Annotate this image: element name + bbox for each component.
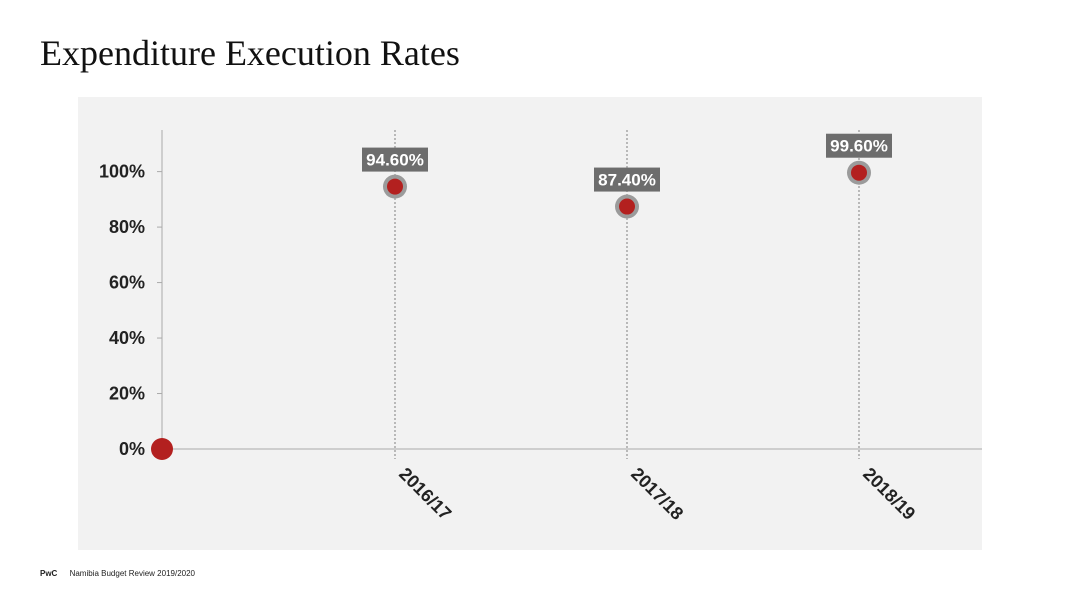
data-label: 87.40% — [598, 171, 656, 190]
data-point — [151, 438, 173, 460]
data-label-box — [826, 133, 892, 158]
y-tick-label: 60% — [109, 273, 145, 293]
data-label: 99.60% — [830, 137, 888, 156]
x-tick-label: 2016/17 — [395, 464, 455, 524]
footer-brand: PwC — [40, 569, 58, 578]
data-label: 94.60% — [366, 151, 424, 170]
slide-title: Expenditure Execution Rates — [40, 33, 460, 73]
data-point — [619, 198, 635, 215]
chart-panel: 0% 20% 40% 60% 80% 100% 2016/17 94.60% 2017/18 87… — [78, 97, 982, 550]
y-tick-label: 100% — [99, 162, 145, 182]
data-point — [387, 178, 403, 195]
y-tick-label: 40% — [109, 328, 145, 348]
y-tick-label: 20% — [109, 384, 145, 404]
x-tick-label: 2018/19 — [859, 464, 919, 524]
execution-rate-chart: 0% 20% 40% 60% 80% 100% 2016/17 94.60% 2017/18 87… — [99, 130, 982, 524]
y-tick-label: 0% — [119, 439, 145, 459]
footer-text: Namibia Budget Review 2019/2020 — [69, 569, 195, 578]
data-label-box — [362, 147, 428, 172]
y-tick-label: 80% — [109, 217, 145, 237]
footer: PwC Namibia Budget Review 2019/2020 — [40, 569, 195, 578]
data-label-box — [594, 167, 660, 192]
data-point — [851, 164, 867, 181]
x-tick-label: 2017/18 — [627, 464, 687, 524]
